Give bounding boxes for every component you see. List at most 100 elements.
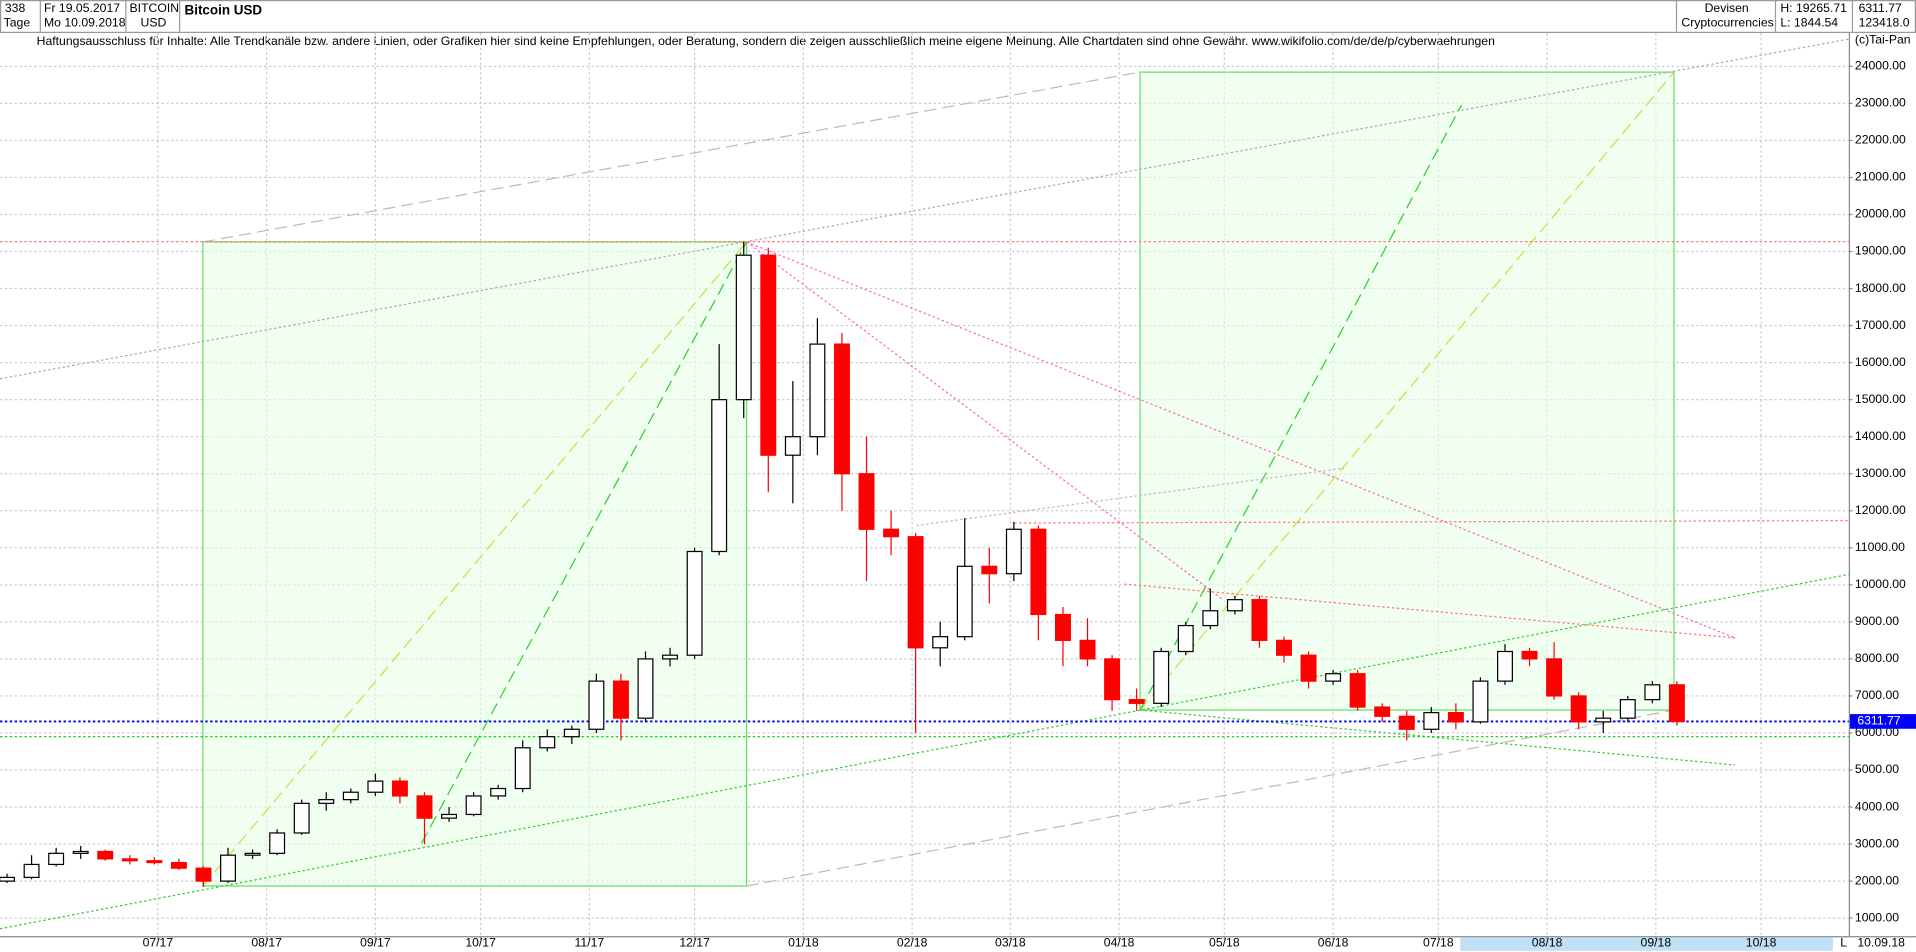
candle-body (956, 565, 973, 638)
header-bar (0, 0, 1916, 33)
candle-body (23, 863, 40, 879)
y-tick-label: 15000.00 (1855, 392, 1906, 406)
candle-body (367, 780, 384, 793)
y-tick-label: 12000.00 (1855, 503, 1906, 517)
candle-body (1619, 699, 1636, 719)
count[interactable]: 338 (5, 1, 26, 15)
candle-body (293, 802, 310, 834)
x-tick-label: 08/17 (251, 936, 282, 950)
candle-body (858, 473, 875, 530)
x-tick-label: 04/18 (1104, 936, 1135, 950)
start-date: Fr 19.05.2017 (44, 1, 120, 15)
y-tick-label: 7000.00 (1855, 688, 1899, 702)
y-tick-label: 16000.00 (1855, 355, 1906, 369)
volume: 123418.0 (1859, 15, 1910, 29)
candle-body (760, 254, 777, 456)
y-tick-label: 19000.00 (1855, 244, 1906, 258)
footer-date: 10.09.18 (1857, 936, 1905, 950)
candle-body (1546, 658, 1563, 697)
candle-body (907, 536, 924, 649)
candle-body (1128, 699, 1145, 704)
candle-body (269, 832, 286, 854)
candle-body (588, 680, 605, 730)
footer-mark: L (1840, 936, 1847, 950)
y-tick-label: 9000.00 (1855, 614, 1899, 628)
support-line (0, 573, 1849, 930)
candle-body (1251, 599, 1268, 641)
y-tick-label: 14000.00 (1855, 429, 1906, 443)
y-tick-label: 5000.00 (1855, 762, 1899, 776)
candle-body (1349, 673, 1366, 708)
high: H: 19265.71 (1780, 1, 1847, 15)
candle-body (465, 795, 482, 816)
trend-line (916, 467, 1345, 527)
candle-body (1644, 684, 1661, 701)
y-tick-label: 13000.00 (1855, 466, 1906, 480)
candle-body (170, 861, 187, 869)
candle-body (1104, 658, 1121, 701)
candle-body (784, 436, 801, 456)
candle-body (1300, 654, 1317, 682)
last-price-box (1850, 714, 1916, 729)
candle-body (711, 399, 728, 553)
candle-body (1079, 639, 1096, 660)
x-tick-label: 01/18 (788, 936, 819, 950)
resistance-line (746, 241, 1736, 639)
candle-body (1030, 528, 1047, 616)
candle-body (244, 852, 261, 856)
x-tick-label: 11/17 (575, 936, 605, 950)
copyright: (c)Tai-Pan (1855, 33, 1911, 47)
trend-line (202, 71, 1141, 243)
candle-body (1423, 711, 1440, 730)
candle-body (72, 850, 89, 854)
annotations (0, 38, 1849, 930)
candle-body (686, 550, 703, 656)
x-tick-label: 07/18 (1423, 936, 1454, 950)
candle-body (514, 747, 531, 790)
candle-body (490, 787, 507, 797)
last-price-label: 6311.77 (1857, 714, 1900, 728)
x-tick-label: 05/18 (1209, 936, 1240, 950)
candle-body (97, 850, 114, 860)
candle-body (833, 343, 850, 475)
y-tick-label: 18000.00 (1855, 281, 1906, 295)
candle-body (932, 636, 949, 649)
trend-line (746, 709, 1675, 887)
candle-body (539, 736, 556, 749)
candle-body (735, 254, 752, 401)
x-tick-label: 10/18 (1746, 936, 1777, 950)
y-tick-label: 3000.00 (1855, 836, 1899, 850)
candle-body (1374, 706, 1391, 717)
candle-body (416, 795, 433, 819)
fan-line (202, 241, 748, 887)
resistance-line (1014, 519, 1849, 524)
x-tick-label: 06/18 (1318, 936, 1349, 950)
x-tick-label: 09/17 (360, 936, 391, 950)
candle-body (195, 867, 212, 882)
candle-body (1472, 680, 1489, 723)
period[interactable]: Tage (4, 15, 31, 29)
candle-body (48, 852, 65, 866)
candle-body (318, 799, 335, 804)
y-tick-label: 24000.00 (1855, 59, 1906, 73)
candle-body (342, 791, 359, 801)
scrollbar[interactable] (1460, 937, 1833, 951)
currency: USD (141, 15, 167, 29)
candle-body (1177, 624, 1194, 653)
symbol: BITCOIN (130, 1, 180, 15)
candle-body (1398, 715, 1415, 730)
candle-body (441, 813, 458, 819)
candle-body (1054, 613, 1071, 641)
y-tick-label: 22000.00 (1855, 133, 1906, 147)
y-tick-label: 1000.00 (1855, 910, 1899, 924)
candle-body (637, 658, 654, 719)
candle-body (1202, 610, 1219, 627)
x-tick-label: 09/18 (1641, 936, 1672, 950)
candle-body (1595, 717, 1612, 723)
y-tick-label: 23000.00 (1855, 96, 1906, 110)
candle-body (563, 728, 580, 738)
candle-body (883, 528, 900, 538)
x-tick-label: 08/18 (1532, 936, 1563, 950)
last: 6311.77 (1859, 1, 1902, 15)
